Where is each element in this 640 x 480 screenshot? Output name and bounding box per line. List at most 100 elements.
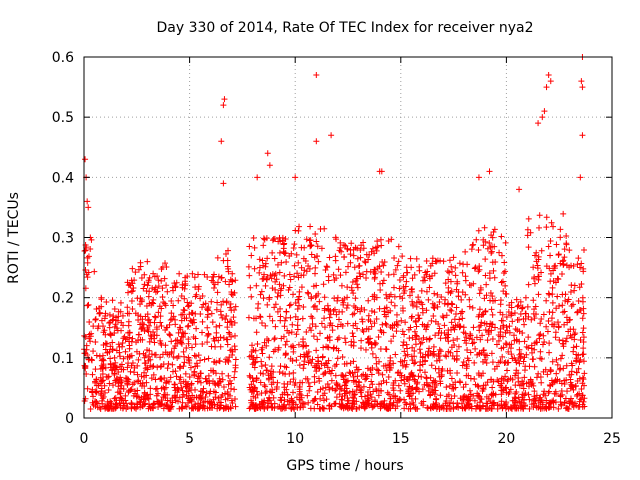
data-point	[486, 168, 493, 175]
data-point	[374, 265, 381, 272]
data-point	[313, 138, 320, 145]
data-point	[218, 138, 225, 145]
data-point	[87, 405, 94, 412]
data-point	[564, 298, 571, 305]
data-point	[228, 397, 235, 404]
data-point	[554, 361, 561, 368]
data-point	[544, 328, 551, 335]
data-point	[519, 396, 526, 403]
data-point	[488, 350, 495, 357]
data-point	[476, 290, 483, 297]
data-point	[304, 289, 311, 296]
data-point	[323, 343, 330, 350]
data-point	[437, 257, 444, 264]
data-point	[455, 343, 462, 350]
data-point	[188, 300, 195, 307]
data-point	[426, 335, 433, 342]
data-point	[495, 337, 502, 344]
data-point	[484, 379, 491, 386]
data-point	[167, 405, 174, 412]
data-point	[91, 268, 98, 275]
data-point	[117, 363, 124, 370]
data-point	[156, 303, 163, 310]
data-point	[213, 323, 220, 330]
data-point	[385, 271, 392, 278]
data-point	[335, 347, 342, 354]
data-point	[354, 366, 361, 373]
data-point	[251, 244, 258, 251]
data-point	[441, 300, 448, 307]
data-point	[537, 394, 544, 401]
data-point	[471, 339, 478, 346]
data-point	[506, 341, 513, 348]
data-point	[358, 387, 365, 394]
data-point	[341, 382, 348, 389]
data-point	[185, 399, 192, 406]
data-point	[288, 250, 295, 257]
data-point	[489, 359, 496, 366]
data-point	[283, 338, 290, 345]
data-point	[545, 404, 552, 411]
data-point	[283, 308, 290, 315]
data-point	[278, 259, 285, 266]
data-point	[261, 271, 268, 278]
data-point	[324, 334, 331, 341]
data-point	[231, 343, 238, 350]
data-point	[485, 395, 492, 402]
data-point	[501, 402, 508, 409]
data-point	[570, 301, 577, 308]
data-point	[531, 306, 538, 313]
data-point	[171, 345, 178, 352]
data-point	[258, 288, 265, 295]
data-point	[445, 276, 452, 283]
data-point	[260, 295, 267, 302]
data-point	[163, 378, 170, 385]
data-point	[456, 316, 463, 323]
data-point	[116, 343, 123, 350]
data-point	[126, 387, 133, 394]
data-point	[450, 337, 457, 344]
data-point	[413, 255, 420, 262]
data-point	[138, 382, 145, 389]
data-point	[157, 340, 164, 347]
data-point	[98, 294, 105, 301]
data-point	[203, 389, 210, 396]
data-point	[290, 245, 297, 252]
data-point	[459, 405, 466, 412]
data-point	[170, 287, 177, 294]
data-point	[560, 210, 567, 217]
data-point	[140, 285, 147, 292]
data-point	[232, 356, 239, 363]
data-point	[204, 314, 211, 321]
data-point	[378, 242, 385, 249]
data-point	[313, 347, 320, 354]
data-point	[292, 227, 299, 234]
data-point	[481, 224, 488, 231]
data-point	[472, 381, 479, 388]
data-point	[498, 398, 505, 405]
data-point	[526, 405, 533, 412]
data-point	[553, 356, 560, 363]
data-point	[287, 301, 294, 308]
data-point	[231, 396, 238, 403]
data-point	[279, 234, 286, 241]
data-point	[144, 311, 151, 318]
data-point	[448, 263, 455, 270]
data-point	[202, 375, 209, 382]
data-point	[498, 387, 505, 394]
data-point	[482, 327, 489, 334]
data-point	[120, 355, 127, 362]
data-point	[407, 371, 414, 378]
data-point	[283, 404, 290, 411]
data-point	[545, 317, 552, 324]
data-point	[358, 337, 365, 344]
data-point	[464, 399, 471, 406]
data-point	[96, 309, 103, 316]
data-point	[181, 353, 188, 360]
data-point	[231, 307, 238, 314]
data-point	[274, 261, 281, 268]
data-point	[180, 306, 187, 313]
data-point	[557, 393, 564, 400]
data-point	[538, 355, 545, 362]
data-point	[189, 319, 196, 326]
